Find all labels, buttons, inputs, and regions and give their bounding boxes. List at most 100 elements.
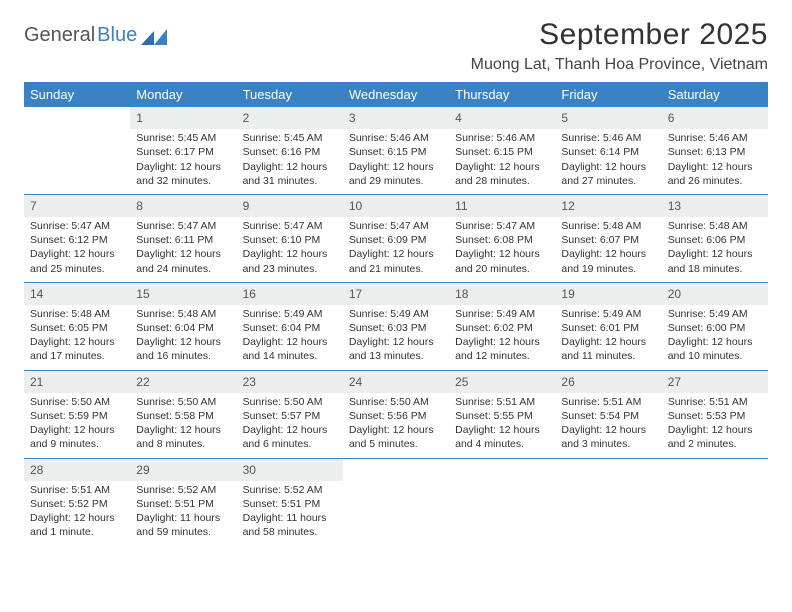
weekday-header: Saturday — [662, 82, 768, 107]
day-body: Sunrise: 5:48 AMSunset: 6:06 PMDaylight:… — [662, 217, 768, 282]
daylight-text: Daylight: 12 hours and 18 minutes. — [668, 247, 762, 275]
day-body: Sunrise: 5:51 AMSunset: 5:52 PMDaylight:… — [24, 481, 130, 546]
sunrise-text: Sunrise: 5:46 AM — [349, 131, 443, 145]
sunset-text: Sunset: 6:12 PM — [30, 233, 124, 247]
day-number: 4 — [449, 107, 555, 129]
sunset-text: Sunset: 6:15 PM — [349, 145, 443, 159]
daylight-text: Daylight: 12 hours and 32 minutes. — [136, 160, 230, 188]
sunset-text: Sunset: 6:06 PM — [668, 233, 762, 247]
day-number: 3 — [343, 107, 449, 129]
header: GeneralBlue September 2025 Muong Lat, Th… — [24, 18, 768, 74]
day-number: 15 — [130, 283, 236, 305]
calendar-row: 14Sunrise: 5:48 AMSunset: 6:05 PMDayligh… — [24, 282, 768, 370]
sunrise-text: Sunrise: 5:47 AM — [136, 219, 230, 233]
day-body: Sunrise: 5:45 AMSunset: 6:16 PMDaylight:… — [237, 129, 343, 194]
day-body: Sunrise: 5:49 AMSunset: 6:02 PMDaylight:… — [449, 305, 555, 370]
day-number: 24 — [343, 371, 449, 393]
day-body: Sunrise: 5:48 AMSunset: 6:07 PMDaylight:… — [555, 217, 661, 282]
location: Muong Lat, Thanh Hoa Province, Vietnam — [471, 56, 768, 74]
daylight-text: Daylight: 12 hours and 4 minutes. — [455, 423, 549, 451]
title-block: September 2025 Muong Lat, Thanh Hoa Prov… — [471, 18, 768, 74]
sunrise-text: Sunrise: 5:51 AM — [561, 395, 655, 409]
day-body: Sunrise: 5:51 AMSunset: 5:55 PMDaylight:… — [449, 393, 555, 458]
calendar-cell: 9Sunrise: 5:47 AMSunset: 6:10 PMDaylight… — [237, 194, 343, 282]
day-body: Sunrise: 5:47 AMSunset: 6:10 PMDaylight:… — [237, 217, 343, 282]
sunrise-text: Sunrise: 5:48 AM — [668, 219, 762, 233]
day-number: 18 — [449, 283, 555, 305]
day-number: 23 — [237, 371, 343, 393]
daylight-text: Daylight: 12 hours and 12 minutes. — [455, 335, 549, 363]
calendar-cell: 3Sunrise: 5:46 AMSunset: 6:15 PMDaylight… — [343, 107, 449, 194]
sunset-text: Sunset: 5:54 PM — [561, 409, 655, 423]
sunrise-text: Sunrise: 5:50 AM — [136, 395, 230, 409]
day-number: 2 — [237, 107, 343, 129]
calendar-cell: 26Sunrise: 5:51 AMSunset: 5:54 PMDayligh… — [555, 370, 661, 458]
sunset-text: Sunset: 6:15 PM — [455, 145, 549, 159]
calendar-cell: 20Sunrise: 5:49 AMSunset: 6:00 PMDayligh… — [662, 282, 768, 370]
sunset-text: Sunset: 6:14 PM — [561, 145, 655, 159]
sunrise-text: Sunrise: 5:51 AM — [455, 395, 549, 409]
daylight-text: Daylight: 12 hours and 13 minutes. — [349, 335, 443, 363]
sunrise-text: Sunrise: 5:49 AM — [668, 307, 762, 321]
calendar-row: 1Sunrise: 5:45 AMSunset: 6:17 PMDaylight… — [24, 107, 768, 194]
sunrise-text: Sunrise: 5:49 AM — [561, 307, 655, 321]
sunset-text: Sunset: 6:04 PM — [136, 321, 230, 335]
day-body: Sunrise: 5:52 AMSunset: 5:51 PMDaylight:… — [130, 481, 236, 546]
day-body: Sunrise: 5:50 AMSunset: 5:58 PMDaylight:… — [130, 393, 236, 458]
calendar-table: Sunday Monday Tuesday Wednesday Thursday… — [24, 82, 768, 545]
daylight-text: Daylight: 12 hours and 25 minutes. — [30, 247, 124, 275]
sunset-text: Sunset: 6:07 PM — [561, 233, 655, 247]
sunset-text: Sunset: 5:51 PM — [136, 497, 230, 511]
sunrise-text: Sunrise: 5:50 AM — [243, 395, 337, 409]
day-number: 22 — [130, 371, 236, 393]
day-body: Sunrise: 5:46 AMSunset: 6:15 PMDaylight:… — [449, 129, 555, 194]
calendar-cell: 1Sunrise: 5:45 AMSunset: 6:17 PMDaylight… — [130, 107, 236, 194]
daylight-text: Daylight: 12 hours and 14 minutes. — [243, 335, 337, 363]
sunset-text: Sunset: 6:05 PM — [30, 321, 124, 335]
day-number: 1 — [130, 107, 236, 129]
calendar-cell — [449, 458, 555, 545]
sunset-text: Sunset: 6:16 PM — [243, 145, 337, 159]
calendar-cell: 5Sunrise: 5:46 AMSunset: 6:14 PMDaylight… — [555, 107, 661, 194]
calendar-cell: 13Sunrise: 5:48 AMSunset: 6:06 PMDayligh… — [662, 194, 768, 282]
sunrise-text: Sunrise: 5:47 AM — [349, 219, 443, 233]
daylight-text: Daylight: 12 hours and 27 minutes. — [561, 160, 655, 188]
sunrise-text: Sunrise: 5:52 AM — [136, 483, 230, 497]
sunrise-text: Sunrise: 5:46 AM — [561, 131, 655, 145]
daylight-text: Daylight: 12 hours and 23 minutes. — [243, 247, 337, 275]
daylight-text: Daylight: 12 hours and 24 minutes. — [136, 247, 230, 275]
day-body: Sunrise: 5:50 AMSunset: 5:59 PMDaylight:… — [24, 393, 130, 458]
calendar-cell: 25Sunrise: 5:51 AMSunset: 5:55 PMDayligh… — [449, 370, 555, 458]
day-number: 20 — [662, 283, 768, 305]
day-body: Sunrise: 5:45 AMSunset: 6:17 PMDaylight:… — [130, 129, 236, 194]
calendar-cell: 12Sunrise: 5:48 AMSunset: 6:07 PMDayligh… — [555, 194, 661, 282]
calendar-cell: 27Sunrise: 5:51 AMSunset: 5:53 PMDayligh… — [662, 370, 768, 458]
daylight-text: Daylight: 12 hours and 16 minutes. — [136, 335, 230, 363]
sunrise-text: Sunrise: 5:45 AM — [243, 131, 337, 145]
day-body: Sunrise: 5:51 AMSunset: 5:54 PMDaylight:… — [555, 393, 661, 458]
sunset-text: Sunset: 5:57 PM — [243, 409, 337, 423]
daylight-text: Daylight: 11 hours and 58 minutes. — [243, 511, 337, 539]
calendar-cell: 6Sunrise: 5:46 AMSunset: 6:13 PMDaylight… — [662, 107, 768, 194]
calendar-cell: 14Sunrise: 5:48 AMSunset: 6:05 PMDayligh… — [24, 282, 130, 370]
logo-text-2: Blue — [97, 24, 137, 47]
calendar-row: 7Sunrise: 5:47 AMSunset: 6:12 PMDaylight… — [24, 194, 768, 282]
daylight-text: Daylight: 12 hours and 2 minutes. — [668, 423, 762, 451]
sunset-text: Sunset: 5:51 PM — [243, 497, 337, 511]
day-number: 25 — [449, 371, 555, 393]
calendar-cell — [555, 458, 661, 545]
day-body: Sunrise: 5:52 AMSunset: 5:51 PMDaylight:… — [237, 481, 343, 546]
weekday-header: Friday — [555, 82, 661, 107]
day-body: Sunrise: 5:46 AMSunset: 6:14 PMDaylight:… — [555, 129, 661, 194]
day-body: Sunrise: 5:48 AMSunset: 6:05 PMDaylight:… — [24, 305, 130, 370]
weekday-header: Wednesday — [343, 82, 449, 107]
day-number: 5 — [555, 107, 661, 129]
daylight-text: Daylight: 12 hours and 5 minutes. — [349, 423, 443, 451]
sunrise-text: Sunrise: 5:49 AM — [455, 307, 549, 321]
day-number: 14 — [24, 283, 130, 305]
daylight-text: Daylight: 12 hours and 20 minutes. — [455, 247, 549, 275]
sunset-text: Sunset: 6:08 PM — [455, 233, 549, 247]
sunrise-text: Sunrise: 5:47 AM — [30, 219, 124, 233]
sunset-text: Sunset: 6:13 PM — [668, 145, 762, 159]
day-body: Sunrise: 5:49 AMSunset: 6:04 PMDaylight:… — [237, 305, 343, 370]
